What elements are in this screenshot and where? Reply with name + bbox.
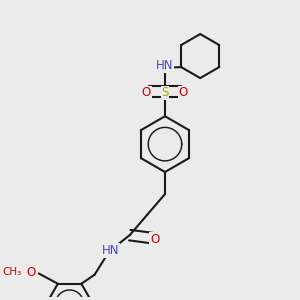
Text: O: O	[179, 86, 188, 99]
Text: O: O	[150, 233, 159, 246]
Text: O: O	[27, 266, 36, 279]
Text: HN: HN	[102, 244, 119, 257]
Text: CH₃: CH₃	[2, 267, 22, 277]
Text: S: S	[161, 86, 169, 99]
Text: O: O	[142, 86, 151, 99]
Text: HN: HN	[156, 59, 174, 72]
